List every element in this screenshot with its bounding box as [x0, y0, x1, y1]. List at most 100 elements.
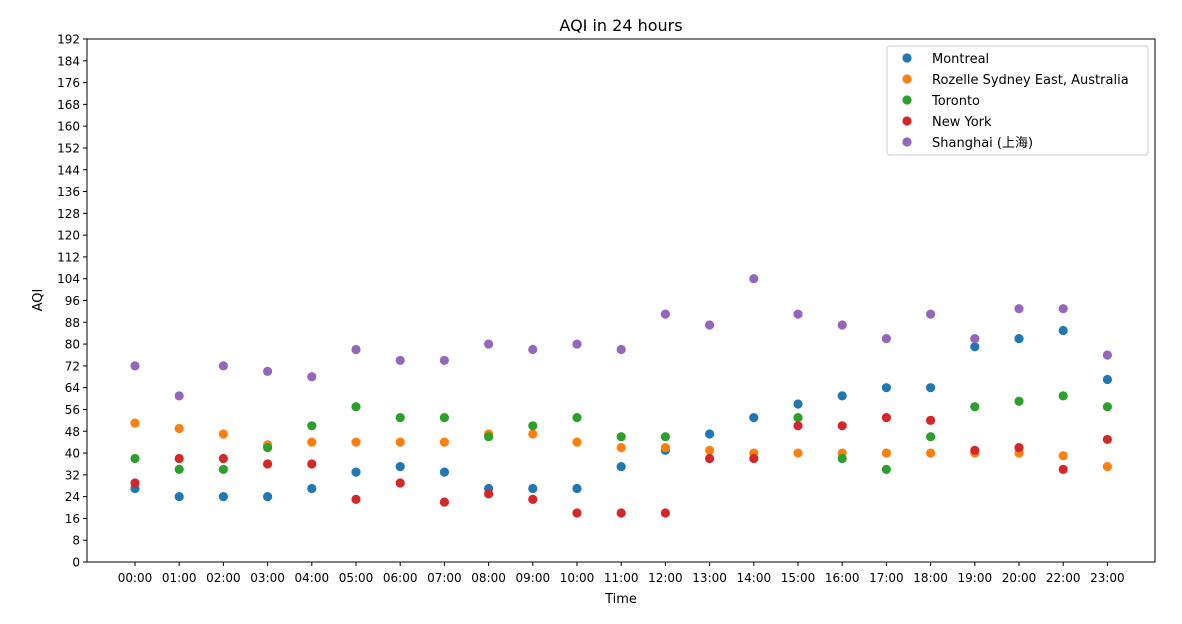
- data-point: [793, 421, 803, 431]
- data-point: [1014, 396, 1024, 406]
- data-point: [528, 483, 538, 494]
- legend-label: Montreal: [932, 52, 989, 67]
- data-point: [1058, 304, 1068, 314]
- data-point: [130, 453, 140, 464]
- data-point: [616, 344, 626, 355]
- data-point: [749, 413, 759, 423]
- data-point: [395, 437, 405, 447]
- x-tick-label: 20:00: [1002, 571, 1037, 585]
- legend-frame: [886, 45, 1149, 156]
- data-point: [1102, 434, 1112, 445]
- data-point: [395, 462, 405, 472]
- y-axis-label: AQI: [31, 289, 46, 312]
- series-3: [130, 413, 1112, 518]
- data-point: [926, 383, 936, 393]
- data-point: [307, 437, 317, 447]
- y-tick-label: 80: [65, 338, 80, 352]
- data-point: [130, 478, 140, 488]
- data-point: [484, 339, 494, 349]
- y-tick-label: 144: [57, 163, 80, 177]
- data-point: [660, 309, 671, 319]
- data-point: [307, 459, 317, 469]
- data-point: [749, 453, 759, 464]
- data-point: [881, 334, 892, 344]
- data-point: [1102, 402, 1112, 412]
- y-tick-label: 0: [72, 556, 80, 570]
- data-point: [351, 344, 361, 355]
- data-point: [263, 492, 273, 502]
- chart-title: AQI in 24 hours: [559, 16, 682, 35]
- data-point: [351, 467, 361, 477]
- data-point: [705, 453, 715, 464]
- data-point: [130, 361, 140, 371]
- data-point: [705, 429, 715, 439]
- data-point: [395, 478, 405, 488]
- x-tick-label: 11:00: [604, 571, 639, 585]
- data-point: [970, 402, 980, 412]
- x-tick-label: 07:00: [427, 571, 462, 585]
- x-tick-label: 08:00: [471, 571, 506, 585]
- data-point: [881, 413, 892, 423]
- data-point: [616, 442, 626, 453]
- data-point: [705, 445, 715, 455]
- y-axis: 0 8 16 24 32 40 48 56 64 72 80 88 96 104 112 120 128 136 1…: [57, 33, 87, 570]
- data-point: [1058, 464, 1068, 474]
- data-point: [439, 437, 449, 447]
- data-point: [528, 494, 538, 504]
- data-point: [351, 402, 361, 412]
- y-tick-label: 96: [65, 294, 80, 308]
- data-point: [572, 437, 582, 447]
- data-point: [263, 442, 273, 453]
- data-point: [1102, 350, 1112, 360]
- data-point: [351, 437, 361, 447]
- data-point: [1058, 451, 1068, 461]
- x-tick-label: 19:00: [958, 571, 993, 585]
- y-tick-label: 120: [57, 229, 80, 243]
- data-point: [263, 459, 273, 469]
- x-tick-label: 16:00: [825, 571, 860, 585]
- data-point: [307, 483, 317, 494]
- y-tick-label: 8: [72, 534, 80, 548]
- data-point: [130, 418, 140, 428]
- data-point: [174, 391, 184, 401]
- data-point: [970, 334, 980, 344]
- data-point: [793, 448, 803, 458]
- y-tick-label: 32: [65, 468, 80, 482]
- data-point: [1102, 374, 1112, 385]
- data-point: [528, 429, 538, 439]
- x-tick-label: 18:00: [913, 571, 948, 585]
- plot-points: [130, 274, 1112, 518]
- x-axis: 00:00 01:00 02:00 03:00 04:00 05:00 06:00 07:00…: [118, 562, 1125, 585]
- y-tick-label: 128: [57, 207, 80, 221]
- data-point: [616, 508, 626, 518]
- x-tick-label: 06:00: [383, 571, 418, 585]
- data-point: [439, 497, 449, 507]
- x-tick-label: 09:00: [516, 571, 551, 585]
- data-point: [616, 462, 626, 472]
- y-tick-label: 168: [57, 98, 80, 112]
- legend-label: Rozelle Sydney East, Australia: [932, 73, 1129, 88]
- data-point: [1014, 304, 1024, 314]
- data-point: [926, 309, 936, 319]
- series-2: [130, 391, 1112, 474]
- x-tick-label: 10:00: [560, 571, 595, 585]
- legend-label: Shanghai (上海): [932, 136, 1033, 151]
- data-point: [837, 421, 847, 431]
- data-point: [439, 355, 449, 366]
- data-point: [970, 342, 980, 352]
- y-tick-label: 176: [57, 76, 80, 90]
- legend-label: Toronto: [931, 94, 980, 109]
- x-tick-label: 04:00: [295, 571, 330, 585]
- data-point: [484, 489, 494, 499]
- x-tick-label: 15:00: [781, 571, 816, 585]
- y-tick-label: 72: [65, 359, 80, 373]
- x-tick-label: 13:00: [692, 571, 727, 585]
- data-point: [881, 448, 892, 458]
- data-point: [218, 464, 228, 474]
- x-tick-label: 03:00: [250, 571, 285, 585]
- data-point: [218, 453, 228, 464]
- data-point: [660, 432, 671, 442]
- data-point: [793, 309, 803, 319]
- data-point: [837, 453, 847, 464]
- y-tick-label: 136: [57, 185, 80, 199]
